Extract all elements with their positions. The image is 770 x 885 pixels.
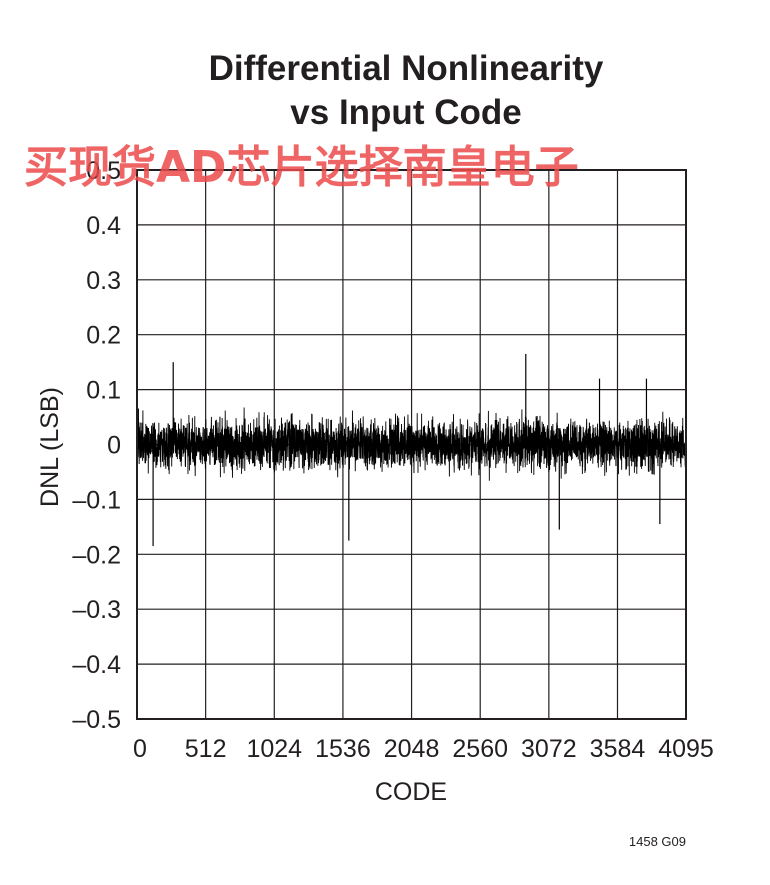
dnl-series-line [136, 407, 687, 481]
y-tick-label: 0 [107, 432, 121, 460]
y-tick-label: 0.4 [86, 212, 121, 240]
y-tick-label: –0.5 [72, 706, 121, 734]
x-tick-label: 2048 [384, 735, 440, 763]
grid-lines [136, 169, 687, 720]
y-tick-label: 0.2 [86, 322, 121, 350]
dnl-trace [136, 353, 687, 547]
x-tick-label: 0 [133, 735, 147, 763]
y-tick-label: 0.5 [86, 157, 121, 185]
x-axis-label: CODE [375, 778, 447, 806]
watermark-text: 买现货AD芯片选择南皇电子 [24, 142, 579, 193]
y-tick-label: 0.3 [86, 267, 121, 295]
x-tick-label: 3584 [590, 735, 646, 763]
y-axis-label: DNL (LSB) [36, 387, 64, 507]
x-tick-label: 2560 [452, 735, 508, 763]
chart-title-line2: vs Input Code [290, 93, 521, 132]
x-tick-label: 1536 [315, 735, 371, 763]
y-tick-label: –0.2 [72, 541, 121, 569]
y-tick-label: –0.4 [72, 651, 121, 679]
x-tick-label: 512 [185, 735, 227, 763]
x-tick-label: 4095 [658, 735, 714, 763]
y-tick-labels: 0.5 0.4 0.3 0.2 0.1 0 –0.1 –0.2 –0.3 –0.4 –0.5 [72, 157, 121, 734]
figure-id: 1458 G09 [629, 834, 686, 849]
x-tick-label: 3072 [521, 735, 577, 763]
y-tick-label: 0.1 [86, 377, 121, 405]
chart-title-line1: Differential Nonlinearity [209, 49, 604, 88]
y-tick-label: –0.1 [72, 486, 121, 514]
x-tick-label: 1024 [246, 735, 302, 763]
y-tick-label: –0.3 [72, 596, 121, 624]
x-tick-labels: 0 512 1024 1536 2048 2560 3072 3584 4095 [133, 735, 714, 763]
plot-frame [136, 169, 687, 720]
